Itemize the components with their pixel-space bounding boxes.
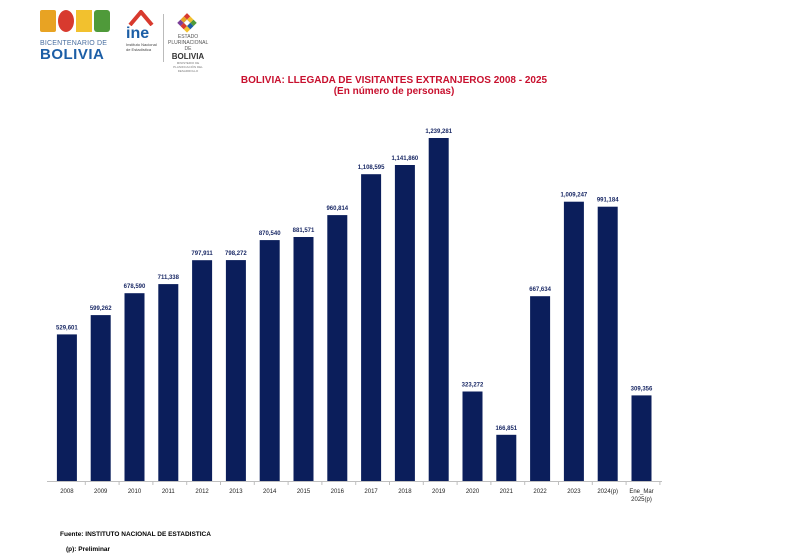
value-label: 711,338 bbox=[158, 275, 180, 281]
chart-title: BOLIVIA: LLEGADA DE VISITANTES EXTRANJER… bbox=[240, 75, 548, 86]
bicentenario-small-text: BICENTENARIO DE bbox=[40, 40, 108, 47]
chart-title-block: BOLIVIA: LLEGADA DE VISITANTES EXTRANJER… bbox=[0, 75, 788, 97]
bar-2014 bbox=[259, 240, 280, 481]
bar-2008 bbox=[56, 334, 77, 481]
ine-sub-1: Instituto Nacional bbox=[126, 42, 157, 47]
x-tick-label: 2022 bbox=[533, 489, 547, 495]
bar-2024-p- bbox=[597, 206, 618, 481]
value-label: 323,272 bbox=[462, 383, 484, 389]
value-label: 1,108,595 bbox=[358, 165, 385, 171]
x-tick-label: 2021 bbox=[500, 489, 514, 495]
value-labels-group: 529,601 599,262 678,590 711,338 797,911 798,2… bbox=[56, 129, 653, 432]
bar-2023 bbox=[563, 201, 584, 481]
bar-ene-mar-2025-p- bbox=[631, 395, 652, 481]
x-tick-label: 2010 bbox=[128, 489, 142, 495]
bar-2013 bbox=[225, 260, 246, 481]
value-label: 678,590 bbox=[124, 284, 146, 290]
value-label: 870,540 bbox=[259, 231, 281, 237]
x-tick-label: 2017 bbox=[364, 489, 378, 495]
bar-2020 bbox=[462, 391, 483, 481]
bar-2012 bbox=[192, 260, 213, 481]
x-tick-label: 2018 bbox=[398, 489, 412, 495]
bar-2011 bbox=[158, 284, 179, 481]
value-label: 797,911 bbox=[191, 251, 213, 257]
value-label: 881,571 bbox=[293, 228, 315, 234]
bar-2016 bbox=[327, 215, 348, 481]
x-tick-label: Ene_Mar 2025(p) bbox=[629, 489, 653, 503]
value-label: 309,356 bbox=[631, 386, 653, 392]
ine-sub-2: de Estadística bbox=[126, 47, 152, 52]
value-label: 1,009,247 bbox=[561, 193, 588, 199]
x-tick-label: 2008 bbox=[60, 489, 74, 495]
x-tick-label: 2015 bbox=[297, 489, 311, 495]
x-tick-label: 2016 bbox=[331, 489, 345, 495]
value-label: 166,851 bbox=[495, 426, 517, 432]
bars-group bbox=[56, 138, 652, 481]
logo-divider bbox=[163, 14, 164, 62]
gov-logo: ESTADO PLURINACIONAL DE BOLIVIA MINISTER… bbox=[168, 12, 208, 73]
x-tick-labels-group: 2008 2009 2010 2011 2012 2013 2014 2015 2016 2017… bbox=[60, 489, 653, 503]
value-label: 1,141,860 bbox=[392, 156, 419, 162]
bar-2010 bbox=[124, 293, 145, 481]
bar-2021 bbox=[496, 434, 517, 481]
bicentenario-logo: BICENTENARIO DE BOLIVIA bbox=[40, 10, 112, 62]
x-tick-label: 2011 bbox=[162, 489, 176, 495]
value-label: 1,239,281 bbox=[425, 129, 452, 135]
value-label: 529,601 bbox=[56, 325, 78, 331]
ine-mountain-icon bbox=[128, 10, 154, 26]
ine-logo: ine Instituto Nacional de Estadística bbox=[126, 10, 160, 52]
value-label: 667,634 bbox=[529, 287, 551, 293]
x-tick-label: 2024(p) bbox=[597, 489, 618, 495]
value-label: 991,184 bbox=[597, 198, 619, 204]
bar-2018 bbox=[394, 165, 415, 481]
bar-2015 bbox=[293, 237, 314, 481]
x-tick-label: 2013 bbox=[229, 489, 243, 495]
bicentenario-big-text: BOLIVIA bbox=[40, 46, 105, 63]
x-tick-label: 2014 bbox=[263, 489, 277, 495]
source-note: Fuente: INSTITUTO NACIONAL DE ESTADISTIC… bbox=[60, 531, 211, 538]
preliminary-note: (p): Preliminar bbox=[66, 546, 111, 553]
bar-2017 bbox=[361, 174, 382, 481]
x-tick-label: 2019 bbox=[432, 489, 446, 495]
x-tick-label: 2020 bbox=[466, 489, 480, 495]
x-tick-label: 2012 bbox=[195, 489, 209, 495]
gov-tiny-text: MINISTERIO DE PLANIFICACIÓN DEL DESARROL… bbox=[173, 61, 203, 73]
value-label: 960,814 bbox=[326, 206, 348, 212]
x-tick-label: 2023 bbox=[567, 489, 581, 495]
bar-2009 bbox=[90, 315, 111, 481]
chart-subtitle: (En número de personas) bbox=[333, 86, 455, 97]
gov-big-text: BOLIVIA bbox=[171, 52, 205, 61]
bar-2019 bbox=[428, 138, 449, 481]
value-label: 798,272 bbox=[225, 251, 247, 257]
wiphala-emblem-icon bbox=[176, 12, 198, 34]
x-ticks-group bbox=[84, 481, 661, 485]
gov-small-text: ESTADO PLURINACIONAL DE bbox=[168, 34, 209, 52]
ine-name: ine bbox=[126, 25, 150, 42]
bar-2022 bbox=[530, 296, 551, 481]
bicentenario-emblem-icon bbox=[40, 10, 112, 32]
x-tick-label: 2009 bbox=[94, 489, 108, 495]
value-label: 599,262 bbox=[90, 306, 112, 312]
